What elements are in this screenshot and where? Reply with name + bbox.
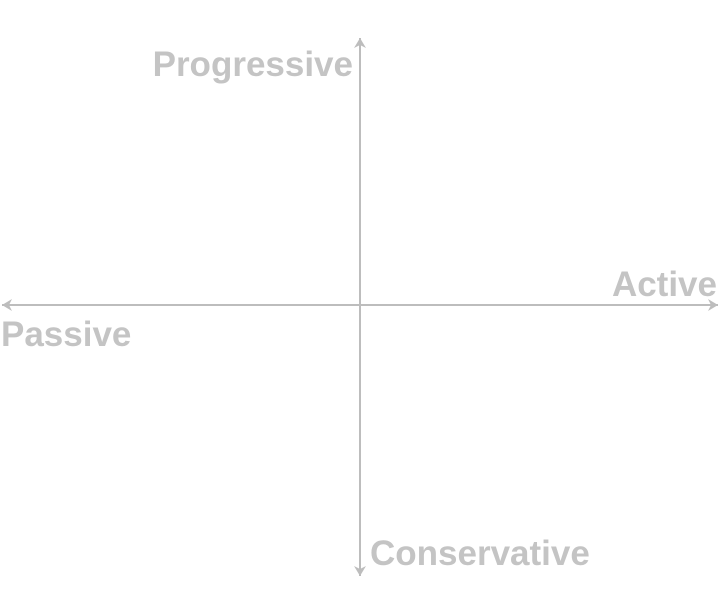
conservative-label: Conservative [370, 534, 590, 573]
passive-label: Passive [1, 315, 131, 354]
active-label: Active [612, 265, 717, 304]
progressive-label: Progressive [153, 45, 353, 84]
